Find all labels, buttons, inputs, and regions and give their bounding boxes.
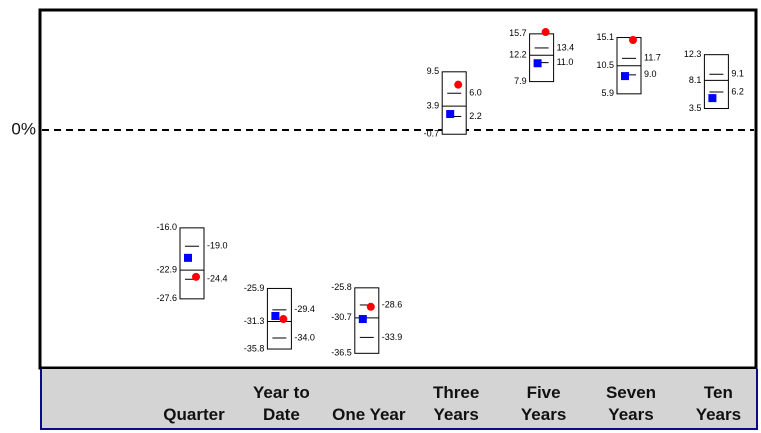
value-label: -28.6 — [382, 299, 403, 309]
range-box — [441, 71, 467, 135]
value-label: -33.9 — [382, 332, 403, 342]
category-label: Ten Years — [695, 383, 742, 424]
value-label: -0.7 — [424, 129, 440, 139]
benchmark-marker — [454, 80, 463, 89]
range-box — [179, 227, 205, 300]
category-label: Quarter — [163, 405, 225, 424]
value-label: 11.7 — [644, 53, 661, 63]
value-label: -34.0 — [294, 332, 315, 342]
value-label: 8.1 — [689, 75, 702, 85]
value-label: -31.3 — [244, 316, 265, 326]
category-label: Three Years — [433, 383, 480, 424]
portfolio-marker — [446, 110, 455, 119]
portfolio-marker — [533, 59, 542, 68]
benchmark-marker — [366, 302, 375, 311]
value-label: -36.5 — [331, 348, 352, 358]
value-label: 3.5 — [689, 103, 702, 113]
value-label: 5.9 — [601, 88, 614, 98]
value-label: 9.0 — [644, 69, 657, 79]
range-box — [529, 33, 555, 83]
value-label: 13.4 — [557, 42, 575, 52]
value-label: 12.3 — [684, 49, 702, 59]
value-label: -16.0 — [156, 222, 177, 232]
benchmark-marker — [192, 272, 200, 281]
portfolio-marker — [358, 315, 367, 324]
value-label: 3.9 — [427, 100, 440, 110]
portfolio-marker — [621, 72, 629, 81]
value-label: -24.4 — [207, 274, 228, 284]
portfolio-marker — [708, 94, 717, 103]
value-label: -25.9 — [244, 283, 265, 293]
value-label: 10.5 — [596, 60, 614, 70]
value-label: 7.9 — [514, 76, 527, 86]
y-tick-label: 0% — [11, 119, 36, 138]
benchmark-marker — [541, 28, 550, 37]
value-label: 15.7 — [509, 28, 527, 38]
value-label: 15.1 — [596, 32, 614, 42]
value-label: 11.0 — [557, 57, 574, 67]
value-label: 9.5 — [427, 66, 440, 76]
value-label: 9.1 — [731, 69, 744, 79]
portfolio-marker — [184, 253, 192, 262]
value-label: -30.7 — [331, 312, 352, 322]
value-label: 12.2 — [509, 50, 527, 60]
value-label: 6.2 — [731, 86, 744, 96]
benchmark-marker — [629, 35, 637, 44]
value-label: -25.8 — [331, 282, 352, 292]
value-label: -27.6 — [156, 293, 177, 303]
value-label: -29.4 — [294, 304, 315, 314]
category-label: Seven Years — [605, 383, 657, 424]
value-label: -22.9 — [156, 264, 177, 274]
benchmark-marker — [279, 315, 288, 324]
plot-frame — [38, 8, 758, 370]
portfolio-marker — [271, 311, 280, 320]
category-label: One Year — [332, 405, 406, 424]
value-label: -35.8 — [244, 343, 265, 353]
value-label: 6.0 — [469, 88, 482, 98]
value-label: -19.0 — [207, 241, 228, 251]
category-bar: Quarter Year to Date One Year Three Years Fi… — [40, 369, 758, 430]
value-label: 2.2 — [469, 111, 482, 121]
category-label: Five Years — [520, 383, 567, 424]
category-label: Year to Date — [253, 383, 310, 424]
